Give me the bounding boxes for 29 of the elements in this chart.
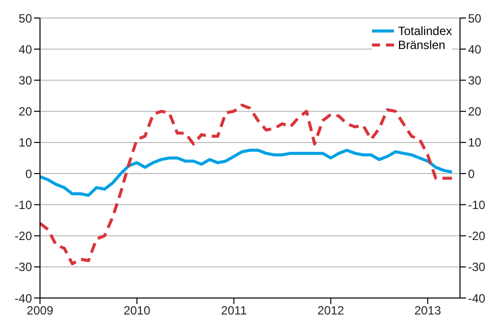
y2-tick-label: 30 xyxy=(468,73,482,88)
legend-label: Totalindex xyxy=(398,24,452,38)
y-tick-label: 0 xyxy=(25,166,32,181)
x-tick-label: 2013 xyxy=(414,304,442,318)
y2-tick-label: 50 xyxy=(468,11,482,26)
y-tick-label: -30 xyxy=(14,260,32,274)
y-tick-label: 20 xyxy=(18,104,32,119)
y-tick-label: 40 xyxy=(18,42,32,56)
y2-tick-label: 20 xyxy=(468,104,482,119)
y2-tick-label: -20 xyxy=(468,229,486,244)
legend-label: Bränslen xyxy=(398,38,446,52)
x-tick-label: 2009 xyxy=(26,304,54,318)
x-tick-label: 2011 xyxy=(220,304,248,318)
y-tick-label: 10 xyxy=(18,136,32,150)
line-series xyxy=(40,148,454,197)
y2-tick-label: 40 xyxy=(468,42,482,56)
y2-tick-label: 10 xyxy=(468,136,482,150)
y-tick-label: -10 xyxy=(14,198,32,212)
y-tick-label: 50 xyxy=(18,11,32,26)
y2-tick-label: -30 xyxy=(468,260,486,274)
line-series xyxy=(40,104,454,266)
y-tick-label: 30 xyxy=(18,73,32,88)
y2-tick-label: -40 xyxy=(468,291,486,306)
y2-tick-label: 0 xyxy=(468,166,475,181)
x-tick-label: 2012 xyxy=(317,304,344,318)
x-tick-label: 2010 xyxy=(124,304,151,318)
y-tick-label: -20 xyxy=(14,229,32,244)
y-tick-label: -40 xyxy=(14,291,32,306)
y2-tick-label: -10 xyxy=(468,198,486,212)
